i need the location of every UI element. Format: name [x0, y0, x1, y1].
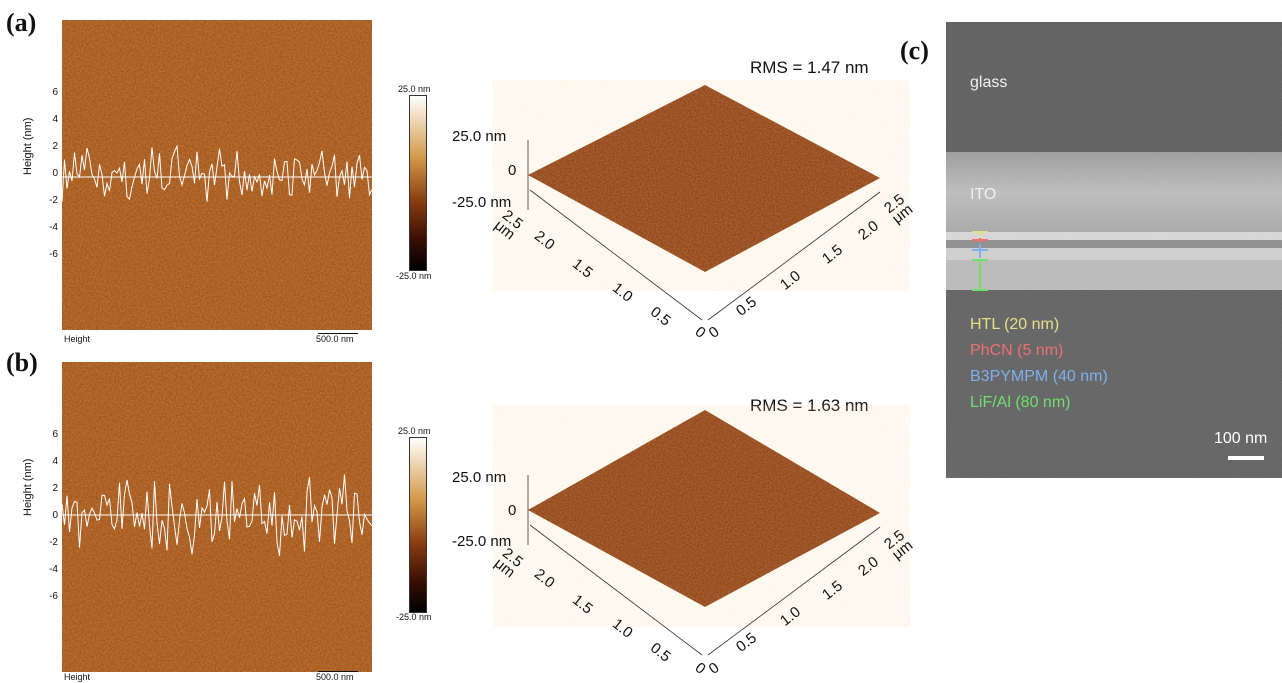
z-bottom-b: -25.0 nm [452, 533, 512, 550]
sem-image [946, 22, 1282, 478]
rms-value-a: RMS = 1.47 nm [750, 58, 869, 77]
ytick: 2 [52, 141, 58, 152]
yaxis-label-a: Height (nm) [22, 117, 34, 175]
sem-cross-section: glass ITO HTL (20 nm) PhCN (5 nm) B3PYMP… [946, 22, 1282, 478]
legend-b3pympm: B3PYMPM (40 nm) [970, 368, 1108, 385]
panel-label-a: (a) [6, 8, 37, 37]
footer-left-b: Height [64, 672, 91, 682]
yaxis-label-b: Height (nm) [22, 458, 34, 516]
ytick: 4 [52, 114, 58, 125]
z-top-a: 25.0 nm [452, 128, 507, 145]
layer-markers [972, 231, 988, 291]
afm-height-map-a [62, 20, 372, 330]
yticks-a: 6 4 2 0 -2 -4 -6 [36, 87, 58, 267]
yticks-b: 6 4 2 0 -2 -4 -6 [36, 429, 58, 609]
legend-lif-al: LiF/Al (80 nm) [970, 394, 1071, 411]
surface-3d-a [527, 85, 881, 321]
ytick: 0 [52, 510, 58, 521]
ytick: -4 [49, 222, 58, 233]
scale-line-b [318, 671, 358, 672]
ytick: 4 [52, 456, 58, 467]
ytick: -2 [49, 195, 58, 206]
colorbar-top-b: 25.0 nm [398, 426, 431, 436]
label-glass: glass [970, 74, 1008, 91]
surface-3d-b [527, 410, 881, 656]
colorbar-b [409, 437, 427, 613]
ytick: -6 [49, 591, 58, 602]
z-mid-b: 0 [508, 502, 517, 519]
ytick: -4 [49, 564, 58, 575]
footer-right-b: 500.0 nm [316, 672, 354, 682]
colorbar-bottom-a: -25.0 nm [396, 271, 432, 281]
height-profile-a [62, 20, 372, 330]
ytick: -6 [49, 249, 58, 260]
ytick: 6 [52, 87, 58, 98]
scale-line-a [318, 333, 358, 334]
legend-htl: HTL (20 nm) [970, 316, 1060, 333]
afm-height-map-b [62, 362, 372, 672]
z-top-b: 25.0 nm [452, 469, 507, 486]
height-profile-b [62, 362, 372, 672]
scalebar-line [1228, 456, 1264, 460]
footer-right-a: 500.0 nm [316, 334, 354, 344]
rms-value-b: RMS = 1.63 nm [750, 396, 869, 415]
ytick: 2 [52, 483, 58, 494]
label-ito: ITO [970, 186, 997, 203]
ytick: -2 [49, 537, 58, 548]
footer-left-a: Height [64, 334, 91, 344]
colorbar-top-a: 25.0 nm [398, 84, 431, 94]
ytick: 6 [52, 429, 58, 440]
panel-label-b: (b) [6, 348, 38, 377]
colorbar-bottom-b: -25.0 nm [396, 612, 432, 622]
scalebar-label: 100 nm [1214, 430, 1268, 447]
legend-phcn: PhCN (5 nm) [970, 342, 1064, 359]
z-mid-a: 0 [508, 162, 517, 179]
panel-label-c: (c) [900, 36, 929, 65]
colorbar-a [409, 95, 427, 271]
z-bottom-a: -25.0 nm [452, 194, 512, 211]
ytick: 0 [52, 168, 58, 179]
